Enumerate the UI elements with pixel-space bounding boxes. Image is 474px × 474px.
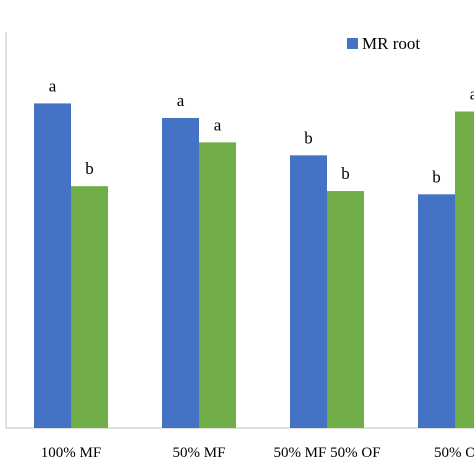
- bar-series-1-50-mf-50-of: [290, 155, 327, 428]
- significance-label-series-1-100-mf: a: [49, 76, 57, 95]
- bars-layer: [34, 103, 474, 429]
- x-tick-label-50-mf: 50% MF: [173, 445, 226, 461]
- x-tick-label-50-mf-50-of: 50% MF 50% OF: [273, 445, 380, 461]
- bar-series-1-50-mf: [162, 118, 199, 429]
- significance-label-series-2-50-o: a: [470, 85, 474, 104]
- significance-label-series-2-50-mf: a: [214, 115, 222, 134]
- bar-series-1-50-o: [418, 194, 455, 428]
- legend-label-mr-root: MR root: [362, 34, 420, 53]
- significance-label-series-1-50-mf: a: [177, 91, 185, 110]
- significance-label-series-2-50-mf-50-of: b: [341, 164, 350, 183]
- significance-label-series-2-100-mf: b: [85, 159, 94, 178]
- legend-swatch-mr-root: [347, 38, 358, 49]
- x-tick-labels-layer: 100% MF 50% MF 50% MF 50% OF 50% O: [41, 445, 474, 461]
- x-tick-label-50-o: 50% O: [434, 445, 474, 461]
- x-tick-label-100-mf: 100% MF: [41, 445, 101, 461]
- bar-series-2-50-mf: [199, 142, 236, 428]
- bar-series-2-50-o: [455, 111, 474, 428]
- significance-labels-layer: a b a a b b b a: [49, 76, 474, 186]
- significance-label-series-1-50-mf-50-of: b: [304, 128, 313, 147]
- legend: MR root: [347, 34, 420, 53]
- bar-series-1-100-mf: [34, 103, 71, 428]
- bar-series-2-50-mf-50-of: [327, 191, 364, 428]
- bar-series-2-100-mf: [71, 186, 108, 428]
- significance-label-series-1-50-o: b: [432, 167, 441, 186]
